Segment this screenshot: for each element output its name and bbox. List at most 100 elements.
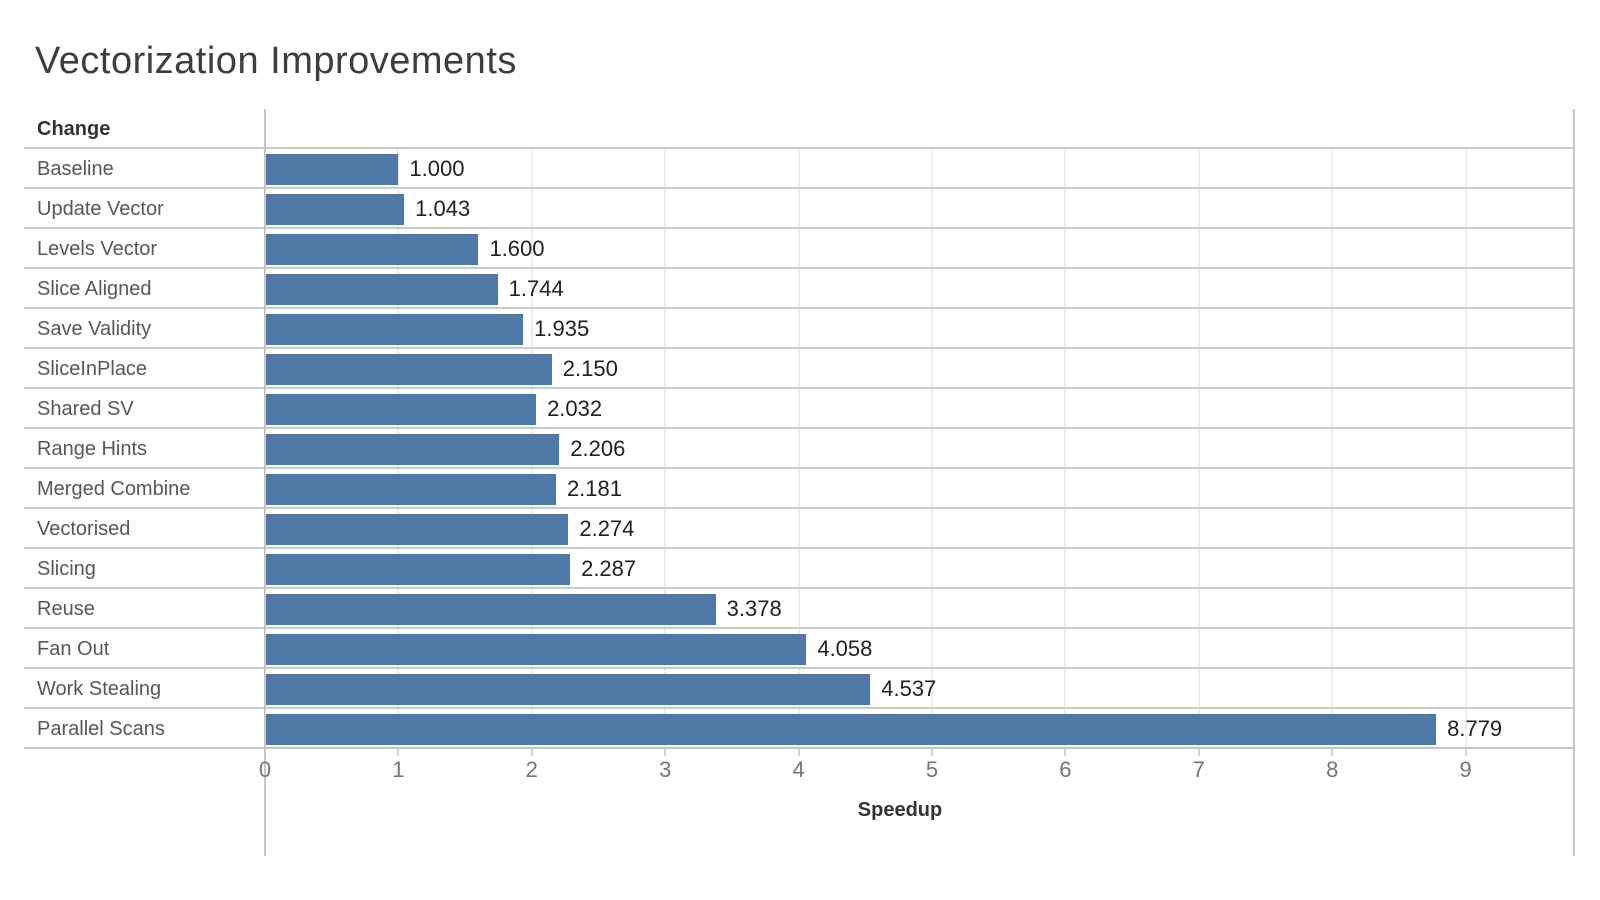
tick-mark (664, 749, 667, 756)
category-label[interactable]: Reuse (37, 597, 95, 620)
category-label-cell: Shared SV (0, 389, 265, 429)
bar-value-label: 2.274 (579, 516, 635, 541)
plot-left-border (264, 109, 266, 856)
category-label[interactable]: Save Validity (37, 317, 152, 340)
plot-right-border (1573, 109, 1575, 856)
x-axis-tick-label: 7 (1192, 757, 1205, 782)
bar-cell: 2.032 (265, 389, 1575, 429)
category-label-cell: Slice Aligned (0, 269, 265, 309)
bar[interactable] (265, 553, 571, 585)
bar-value-label: 4.058 (817, 636, 873, 661)
tick-mark (1197, 749, 1200, 756)
row-divider (24, 427, 1575, 429)
tick-mark (530, 749, 533, 756)
row-divider (24, 307, 1575, 309)
category-label-cell: SliceInPlace (0, 349, 265, 389)
x-axis-tick-label: 9 (1459, 757, 1472, 782)
row-divider (24, 267, 1575, 269)
x-axis-tick-label: 8 (1326, 757, 1339, 782)
bar[interactable] (265, 473, 556, 505)
chart-row: Update Vector 1.043 (0, 189, 1575, 229)
bar-cell: 3.378 (265, 589, 1575, 629)
bar-cell: 2.274 (265, 509, 1575, 549)
category-label[interactable]: Range Hints (37, 437, 148, 460)
chart-row: Merged Combine 2.181 (0, 469, 1575, 509)
category-label[interactable]: Fan Out (37, 637, 110, 660)
bar-value-label: 2.181 (566, 476, 622, 501)
bar-cell: 8.779 (265, 709, 1575, 749)
chart-table: Change Baseline 1.000 Update Vector 1.04… (0, 109, 1575, 749)
x-axis-title: Speedup (857, 799, 943, 821)
bar-value-label: 1.935 (534, 316, 590, 341)
category-label-cell: Save Validity (0, 309, 265, 349)
bar[interactable] (265, 153, 399, 185)
bar[interactable] (265, 433, 560, 465)
bar-value-label: 1.000 (409, 156, 465, 181)
row-divider (24, 467, 1575, 469)
chart-row: Parallel Scans 8.779 (0, 709, 1575, 749)
chart-row: Save Validity 1.935 (0, 309, 1575, 349)
row-divider (24, 507, 1575, 509)
chart-row: SliceInPlace 2.150 (0, 349, 1575, 389)
bar[interactable] (265, 593, 716, 625)
chart-row: Slicing 2.287 (0, 549, 1575, 589)
bar-value-label: 2.032 (547, 396, 603, 421)
bar[interactable] (265, 713, 1437, 745)
category-label-cell: Work Stealing (0, 669, 265, 709)
category-label-cell: Update Vector (0, 189, 265, 229)
category-label[interactable]: Shared SV (37, 397, 134, 420)
tick-mark (931, 749, 933, 756)
bar[interactable] (265, 393, 537, 425)
chart-title: Vectorization Improvements (35, 40, 517, 82)
bar[interactable] (265, 633, 807, 665)
bar[interactable] (265, 673, 871, 705)
category-label[interactable]: Baseline (37, 157, 114, 180)
row-divider (24, 627, 1575, 629)
header-row: Change (0, 109, 1575, 149)
tick-mark (797, 749, 800, 756)
category-label[interactable]: SliceInPlace (37, 357, 148, 380)
x-axis-tick-label: 5 (925, 757, 939, 782)
bar-cell: 2.181 (265, 469, 1575, 509)
category-label[interactable]: Work Stealing (37, 677, 162, 700)
category-label[interactable]: Vectorised (37, 517, 131, 540)
category-label[interactable]: Slice Aligned (37, 277, 152, 300)
header-divider (24, 147, 1575, 149)
category-label[interactable]: Slicing (37, 557, 96, 580)
category-label[interactable]: Parallel Scans (37, 717, 165, 740)
row-divider (24, 387, 1575, 389)
bar-value-label: 2.287 (581, 556, 637, 581)
category-label[interactable]: Merged Combine (37, 477, 191, 500)
bar[interactable] (265, 193, 405, 225)
bar[interactable] (265, 513, 569, 545)
category-label[interactable]: Update Vector (37, 197, 164, 220)
bar-value-label: 2.150 (562, 356, 618, 381)
category-label-cell: Levels Vector (0, 229, 265, 269)
bar-cell: 4.058 (265, 629, 1575, 669)
bar-cell: 1.043 (265, 189, 1575, 229)
bar-value-label: 8.779 (1447, 716, 1503, 741)
x-axis-tick-label: 1 (392, 757, 405, 782)
category-label-cell: Fan Out (0, 629, 265, 669)
bar-value-label: 4.537 (881, 676, 937, 701)
bar[interactable] (265, 353, 552, 385)
row-divider (24, 187, 1575, 189)
bar-cell: 1.600 (265, 229, 1575, 269)
category-label-cell: Vectorised (0, 509, 265, 549)
chart-row: Range Hints 2.206 (0, 429, 1575, 469)
row-divider (24, 707, 1575, 709)
chart-row: Baseline 1.000 (0, 149, 1575, 189)
bar[interactable] (265, 273, 498, 305)
category-label-cell: Merged Combine (0, 469, 265, 509)
chart-row: Fan Out 4.058 (0, 629, 1575, 669)
category-label[interactable]: Levels Vector (37, 237, 158, 260)
chart-row: Shared SV 2.032 (0, 389, 1575, 429)
bar[interactable] (265, 313, 524, 345)
bar[interactable] (265, 233, 479, 265)
tick-mark (397, 749, 400, 756)
x-axis-line (24, 747, 1575, 749)
row-divider (24, 547, 1575, 549)
x-axis-tick-label: 3 (659, 757, 672, 782)
bar-value-label: 1.043 (415, 196, 471, 221)
